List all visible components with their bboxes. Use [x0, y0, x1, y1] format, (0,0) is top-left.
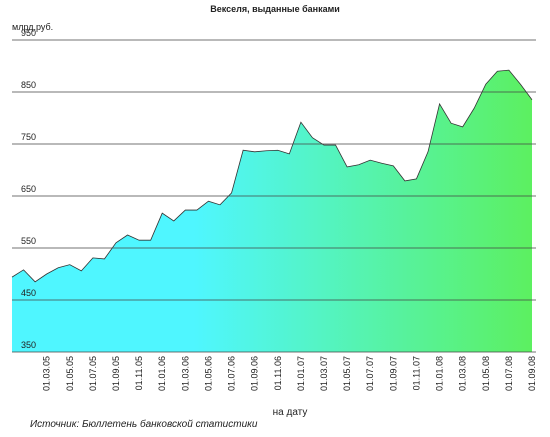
- y-tick-label: 750: [21, 132, 36, 142]
- x-tick-label: 01.05.06: [203, 356, 213, 391]
- x-tick-label: 01.01.06: [157, 356, 167, 391]
- x-tick-label: 01.09.07: [388, 356, 398, 391]
- y-tick-label: 450: [21, 288, 36, 298]
- y-tick-label: 850: [21, 80, 36, 90]
- x-tick-label: 01.09.06: [250, 356, 260, 391]
- x-tick-label: 01.07.06: [227, 356, 237, 391]
- x-tick-label: 01.03.06: [180, 356, 190, 391]
- x-tick-label: 01.07.05: [88, 356, 98, 391]
- y-axis-label: млрд.руб.: [12, 22, 53, 32]
- y-tick-label: 350: [21, 340, 36, 350]
- x-tick-label: 01.05.05: [65, 356, 75, 391]
- x-tick-label: 01.11.06: [273, 356, 283, 390]
- x-axis-label: на дату: [273, 407, 308, 418]
- source-note: Источник: Бюллетень банковской статистик…: [30, 418, 258, 430]
- x-tick-label: 01.03.05: [42, 356, 52, 391]
- x-tick-label: 01.03.08: [458, 356, 468, 391]
- x-tick-label: 01.11.05: [134, 356, 144, 390]
- x-tick-label: 01.05.07: [342, 356, 352, 391]
- x-tick-label: 01.09.08: [527, 356, 537, 391]
- x-tick-label: 01.11.07: [411, 356, 421, 390]
- chart-title: Векселя, выданные банками: [210, 4, 340, 14]
- area: [12, 70, 532, 352]
- x-tick-label: 01.05.08: [481, 356, 491, 391]
- x-tick-label: 01.03.07: [319, 356, 329, 391]
- x-tick-label: 01.01.07: [296, 356, 306, 391]
- y-tick-label: 950: [21, 28, 36, 38]
- x-tick-label: 01.07.08: [504, 356, 514, 391]
- x-tick-label: 01.01.08: [435, 356, 445, 391]
- area-outline: [11, 69, 533, 283]
- y-tick-label: 550: [21, 236, 36, 246]
- y-tick-label: 650: [21, 184, 36, 194]
- x-tick-label: 01.09.05: [111, 356, 121, 391]
- x-tick-label: 01.07.07: [365, 356, 375, 391]
